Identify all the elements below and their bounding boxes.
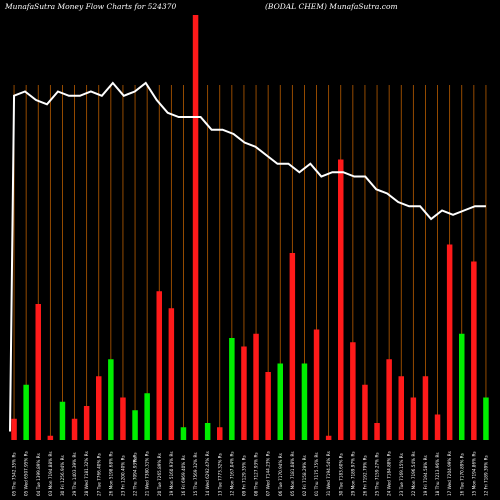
bar: [241, 346, 247, 440]
bar: [277, 363, 283, 440]
bar: [47, 435, 54, 440]
x-tick-label: 07 Wed 7144.23% Rs: [266, 451, 271, 496]
bar: [325, 435, 332, 440]
bar: [192, 15, 199, 440]
bar: [410, 397, 417, 440]
x-tick-label: 21 Wed 7380.31% Rs: [145, 451, 150, 496]
bar: [350, 342, 356, 440]
bar: [11, 418, 17, 440]
bar: [35, 304, 41, 440]
x-extra-label: Rs: [133, 457, 138, 462]
x-tick-label: 17 Wed 7204.99% Rs: [447, 451, 452, 496]
bar: [23, 384, 29, 440]
x-tick-label: 29 Thu 1403.39% Rs: [72, 452, 77, 496]
bar: [374, 423, 380, 440]
x-tick-label: 31 Wed 7194.54% Rs: [326, 451, 331, 496]
x-tick-label: 23 Tue 7169.15% Rs: [399, 453, 404, 496]
x-tick-label: 05 Mon 7181.08% Rs: [290, 451, 295, 496]
x-tick-label: 27 Tue 7766.40% Rs: [96, 453, 101, 496]
x-tick-label: 06 Tue 7170.94% Rs: [278, 453, 283, 496]
bar: [398, 376, 404, 440]
chart-title: MunafaSutra Money Flow Charts for 524370: [5, 2, 177, 11]
x-tick-label: 22 Thu 7094.93% Rs: [133, 452, 138, 496]
x-tick-label: 25 Thu 7159.27% Rs: [375, 452, 380, 496]
bar: [132, 410, 138, 440]
x-tick-label: 03 Mon 7194.88% Rs: [48, 451, 53, 496]
x-tick-label: 01 Thu 7175.75% Rs: [314, 452, 319, 496]
x-tick-label: 05 Wed 6507.95% Rs: [24, 451, 29, 496]
bar: [83, 406, 90, 440]
bar: [313, 329, 320, 440]
bar: [71, 418, 78, 440]
bar: [446, 244, 453, 440]
x-tick-label: 30 Fri 1256.94% Rs: [60, 455, 65, 496]
bar: [59, 401, 66, 440]
chart-subtitle: (BODAL CHEM) MunafaSutra.com: [265, 2, 398, 11]
x-tick-label: 15 Mon 7194.86% Rs: [471, 451, 476, 496]
bar: [338, 159, 344, 440]
bar: [289, 253, 296, 440]
x-tick-label: 23 Fri 1200.40% Rs: [120, 455, 125, 496]
bar: [96, 376, 102, 440]
x-tick-label: 14 Wed 6292.47% Rs: [205, 451, 210, 496]
bar: [386, 359, 392, 440]
x-tick-label: 02 Fri 7158.29% Rs: [302, 455, 307, 496]
bar: [362, 384, 368, 440]
bar: [434, 414, 441, 440]
bar: [204, 423, 211, 440]
bar: [144, 393, 150, 440]
bar: [120, 397, 126, 440]
bar: [108, 359, 114, 440]
bar: [459, 333, 465, 440]
x-tick-label: 09 Fri 7129.35% Rs: [241, 455, 246, 496]
x-tick-label: 26 Mon 5198.68% Rs: [108, 451, 113, 496]
money-flow-line: [9, 81, 486, 432]
x-tick-label: 12 Fri 7189.39% Rs: [483, 455, 488, 496]
x-tick-label: 24 Wed 7184.88% Rs: [387, 451, 392, 496]
x-tick-label: 19 Fri 7194.58% Rs: [423, 455, 428, 496]
x-tick-label: 16 Tue 7170.89% Rs: [459, 453, 464, 496]
bar: [301, 363, 308, 440]
x-tick-label: 04 Tue 1399.89% Rs: [36, 453, 41, 496]
x-tick-label: 16 Fri 6969.40% Rs: [181, 455, 186, 496]
x-tick-label: 13 Tue 7773.32% Rs: [217, 453, 222, 496]
bar: [168, 308, 175, 440]
x-label-layer: 05 Thu 7542.35% Rs 05 Wed 6507.95% Rs 04 T…: [12, 451, 489, 496]
x-tick-label: 18 Thu 7213.96% Rs: [435, 452, 440, 496]
bar-layer: [11, 15, 489, 440]
bar: [217, 427, 223, 440]
x-tick-label: 22 Mon 7196.54% Rs: [411, 451, 416, 496]
x-tick-label: 30 Tue 7183.60% Rs: [338, 453, 343, 496]
x-tick-label: 05 Thu 7542.35% Rs: [12, 452, 17, 496]
x-tick-label: 29 Mon 7189.97% Rs: [350, 451, 355, 496]
bar: [471, 261, 477, 440]
bar: [229, 338, 235, 440]
bar: [156, 291, 162, 440]
x-tick-label: 20 Tue 7265.89% Rs: [157, 453, 162, 496]
x-tick-label: 28 Wed 7181.32% Rs: [84, 451, 89, 496]
bar: [180, 427, 187, 440]
x-tick-label: 15 Thu 7569.32% Rs: [193, 452, 198, 496]
x-tick-label: 08 Thu 7127.93% Rs: [254, 452, 259, 496]
line-layer: [9, 81, 486, 432]
x-tick-label: 19 Mon 5160.93% Rs: [169, 451, 174, 496]
x-tick-label: 12 Mon 7167.04% Rs: [229, 451, 234, 496]
bar: [253, 333, 259, 440]
bar: [265, 372, 271, 440]
bar: [422, 376, 429, 440]
x-tick-label: 26 Fri 7192.79% Rs: [362, 455, 367, 496]
bar: [483, 397, 489, 440]
